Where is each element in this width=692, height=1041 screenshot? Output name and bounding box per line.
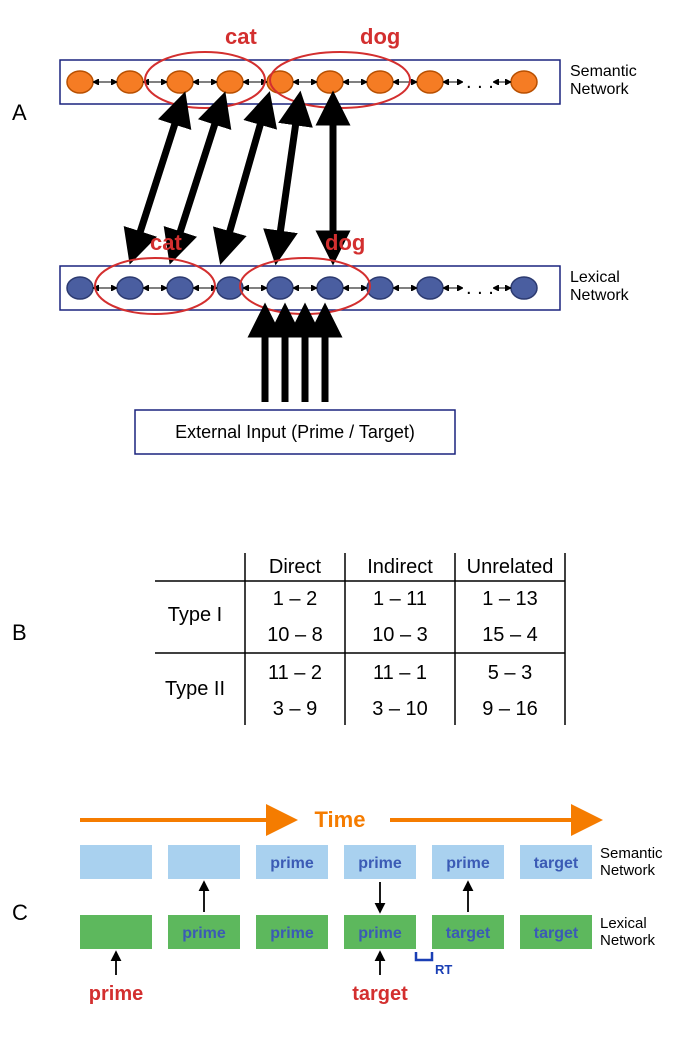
panel-c-label: C	[12, 900, 28, 926]
svg-text:11 – 2: 11 – 2	[268, 662, 322, 684]
lexical-dog-label: dog	[325, 230, 365, 255]
panel-a-label: A	[12, 100, 27, 126]
semantic-cat-label: cat	[225, 24, 257, 49]
semantic-ellipsis: . . .	[466, 71, 494, 93]
c-semantic-subtitle: Network	[600, 862, 656, 879]
svg-text:9 – 16: 9 – 16	[482, 698, 538, 720]
svg-text:prime: prime	[358, 855, 402, 872]
svg-text:target: target	[446, 925, 491, 942]
svg-text:target: target	[534, 855, 579, 872]
svg-text:11 – 1: 11 – 1	[373, 662, 427, 684]
panel-c-svg: Time prime prime prime target Semantic N…	[40, 800, 680, 1035]
rt-bracket	[416, 952, 432, 960]
svg-text:1 – 13: 1 – 13	[482, 588, 538, 610]
panel-b-table: Direct Indirect Unrelated Type I Type II…	[125, 545, 575, 735]
external-input-text: External Input (Prime / Target)	[175, 422, 415, 442]
input-arrows	[265, 320, 325, 402]
c-lexical-row: prime prime prime target target	[80, 915, 592, 949]
c-prime-label: prime	[89, 983, 143, 1005]
svg-text:5 – 3: 5 – 3	[488, 662, 532, 684]
lexical-subtitle: Network	[570, 287, 630, 304]
time-label: Time	[315, 807, 366, 832]
lexical-ellipsis: . . .	[466, 277, 494, 299]
svg-text:prime: prime	[446, 855, 490, 872]
hdr-direct: Direct	[269, 556, 322, 578]
c-lexical-title: Lexical	[600, 915, 647, 932]
row-type2: Type II	[165, 678, 225, 700]
rt-label: RT	[435, 962, 452, 977]
lexical-title: Lexical	[570, 269, 620, 286]
c-target-label: target	[352, 983, 408, 1005]
svg-text:prime: prime	[270, 925, 314, 942]
svg-text:15 – 4: 15 – 4	[482, 624, 538, 646]
svg-text:3 – 9: 3 – 9	[273, 698, 317, 720]
semantic-dog-label: dog	[360, 24, 400, 49]
hdr-unrelated: Unrelated	[467, 556, 554, 578]
svg-text:10 – 3: 10 – 3	[372, 624, 428, 646]
panel-b-label: B	[12, 620, 27, 646]
panel-a-svg: cat dog	[50, 20, 650, 500]
svg-text:prime: prime	[182, 925, 226, 942]
lexical-cat-label: cat	[150, 230, 182, 255]
svg-text:1 – 11: 1 – 11	[373, 588, 427, 610]
svg-text:1 – 2: 1 – 2	[273, 588, 317, 610]
svg-text:target: target	[534, 925, 579, 942]
c-lexical-subtitle: Network	[600, 932, 656, 949]
semantic-subtitle: Network	[570, 81, 630, 98]
row-type1: Type I	[168, 604, 222, 626]
c-semantic-row: prime prime prime target	[80, 845, 592, 879]
c-semantic-title: Semantic	[600, 845, 663, 862]
svg-text:10 – 8: 10 – 8	[267, 624, 323, 646]
semantic-title: Semantic	[570, 63, 637, 80]
svg-text:3 – 10: 3 – 10	[372, 698, 428, 720]
svg-text:prime: prime	[358, 925, 402, 942]
interlayer-arrows	[135, 108, 333, 248]
svg-text:prime: prime	[270, 855, 314, 872]
hdr-indirect: Indirect	[367, 556, 433, 578]
